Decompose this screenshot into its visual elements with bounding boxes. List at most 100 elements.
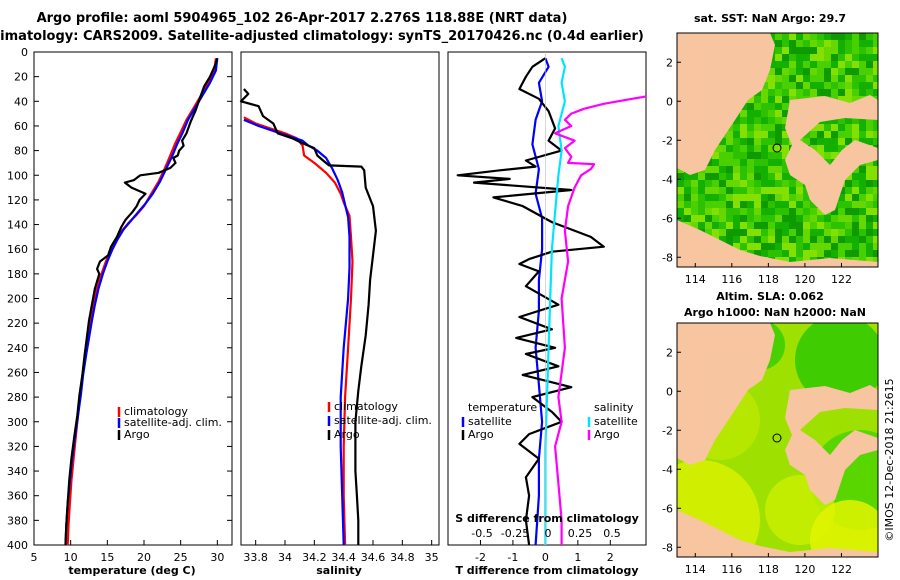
sst-pixel bbox=[754, 103, 761, 110]
sst-pixel bbox=[859, 47, 866, 54]
sst-pixel bbox=[740, 187, 747, 194]
sst-pixel bbox=[782, 166, 789, 173]
sst-pixel bbox=[768, 124, 775, 131]
depth-tick-label: 360 bbox=[7, 490, 28, 503]
salinity-xlabel: salinity bbox=[316, 564, 362, 577]
sst-pixel bbox=[733, 215, 740, 222]
sst-pixel bbox=[831, 138, 838, 145]
sst-pixel bbox=[761, 243, 768, 250]
sst-pixel bbox=[712, 187, 719, 194]
sst-pixel bbox=[775, 173, 782, 180]
sst-pixel bbox=[712, 173, 719, 180]
lat-tick-label: -6 bbox=[662, 502, 673, 515]
sst-pixel bbox=[733, 180, 740, 187]
sst-pixel bbox=[866, 75, 873, 82]
sst-pixel bbox=[789, 257, 796, 264]
sst-pixel bbox=[859, 61, 866, 68]
sst-pixel bbox=[873, 166, 878, 173]
sst-pixel bbox=[754, 243, 761, 250]
sst-pixel bbox=[754, 110, 761, 117]
s-tick-label: -0.5 bbox=[471, 527, 492, 540]
depth-tick-label: 380 bbox=[7, 514, 28, 527]
sst-pixel bbox=[789, 201, 796, 208]
sst-pixel bbox=[817, 215, 824, 222]
s-tick-label: 0.25 bbox=[568, 527, 593, 540]
sst-pixel bbox=[754, 159, 761, 166]
sst-pixel bbox=[733, 194, 740, 201]
java-land bbox=[677, 220, 878, 267]
sst-pixel bbox=[789, 222, 796, 229]
sst-pixel bbox=[754, 180, 761, 187]
sst-pixel bbox=[775, 75, 782, 82]
sst-pixel bbox=[733, 187, 740, 194]
sst-pixel bbox=[705, 187, 712, 194]
sst-pixel bbox=[726, 201, 733, 208]
sst-pixel bbox=[873, 194, 878, 201]
sst-pixel bbox=[852, 194, 859, 201]
sst-pixel bbox=[873, 229, 878, 236]
lon-tick-label: 122 bbox=[831, 273, 852, 286]
depth-tick-label: 220 bbox=[7, 317, 28, 330]
sst-pixel bbox=[726, 215, 733, 222]
sst-pixel bbox=[838, 229, 845, 236]
sst-pixel bbox=[796, 54, 803, 61]
sst-pixel bbox=[782, 68, 789, 75]
sst-pixel bbox=[712, 166, 719, 173]
sst-pixel bbox=[719, 194, 726, 201]
sst-pixel bbox=[782, 187, 789, 194]
salinity-panel: 33.8 34 34.2 34.4 34.6 34.8 35 salinity climat… bbox=[239, 51, 440, 577]
sst-pixel bbox=[838, 131, 845, 138]
sst-pixel bbox=[852, 68, 859, 75]
depth-tick-label: 340 bbox=[7, 465, 28, 478]
borneo-land bbox=[677, 323, 775, 465]
lat-tick-label: 2 bbox=[666, 56, 673, 69]
java-land bbox=[677, 510, 878, 557]
sst-pixel bbox=[873, 75, 878, 82]
sst-pixel bbox=[775, 124, 782, 131]
sst-pixel bbox=[761, 250, 768, 257]
sst-pixel bbox=[705, 201, 712, 208]
sst-pixel bbox=[754, 131, 761, 138]
sst-pixel bbox=[747, 222, 754, 229]
sst-pixel bbox=[796, 40, 803, 47]
sst-pixel bbox=[691, 215, 698, 222]
sst-pixel bbox=[782, 173, 789, 180]
sst-pixel bbox=[698, 173, 705, 180]
sla-map-title-line1: Altim. SLA: 0.062 bbox=[716, 290, 823, 303]
sst-pixel bbox=[817, 89, 824, 96]
sst-pixel bbox=[754, 173, 761, 180]
sst-pixel bbox=[754, 96, 761, 103]
sst-pixel bbox=[733, 117, 740, 124]
sst-pixel bbox=[873, 180, 878, 187]
sst-map-title: sat. SST: NaN Argo: 29.7 bbox=[694, 12, 846, 25]
x-tick-label: 20 bbox=[137, 551, 151, 564]
lon-tick-label: 120 bbox=[794, 563, 815, 576]
sst-pixel bbox=[775, 47, 782, 54]
sst-pixel bbox=[684, 187, 691, 194]
sst-pixel bbox=[733, 243, 740, 250]
sst-pixel bbox=[754, 124, 761, 131]
sst-pixel bbox=[817, 47, 824, 54]
sst-pixel bbox=[761, 131, 768, 138]
series-line-climatology bbox=[243, 116, 354, 546]
sst-pixel bbox=[775, 145, 782, 152]
sst-pixel bbox=[796, 47, 803, 54]
sst-pixel bbox=[803, 131, 810, 138]
sst-pixel bbox=[873, 222, 878, 229]
sst-pixel bbox=[789, 47, 796, 54]
sst-pixel bbox=[838, 75, 845, 82]
sst-pixel bbox=[796, 236, 803, 243]
sst-pixel bbox=[761, 236, 768, 243]
sst-pixel bbox=[852, 124, 859, 131]
sst-pixel bbox=[852, 222, 859, 229]
sst-pixel bbox=[761, 229, 768, 236]
sst-pixel bbox=[740, 152, 747, 159]
temperature-x-axis: 5 10 15 20 25 30 bbox=[31, 540, 224, 564]
sst-pixel bbox=[782, 47, 789, 54]
sst-pixel bbox=[712, 194, 719, 201]
sst-pixel bbox=[733, 236, 740, 243]
sst-pixel bbox=[859, 89, 866, 96]
sst-pixel bbox=[719, 166, 726, 173]
sst-pixel bbox=[845, 187, 852, 194]
sst-pixel bbox=[705, 173, 712, 180]
